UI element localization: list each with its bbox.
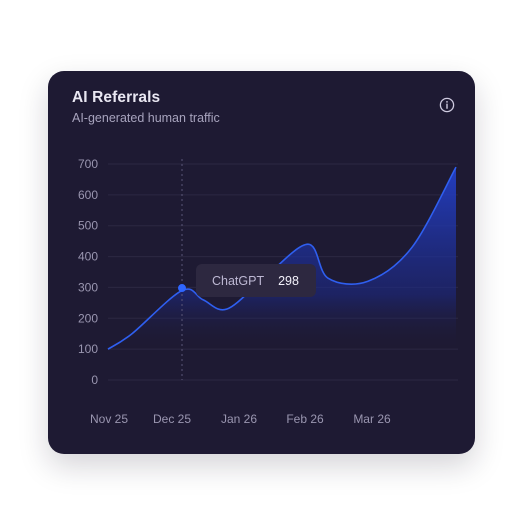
y-tick-label: 500 (78, 219, 98, 233)
x-tick-label: Mar 26 (353, 412, 391, 426)
ai-referrals-card: AI Referrals AI-generated human traffic … (48, 71, 475, 454)
y-tick-label: 400 (78, 250, 98, 264)
highlight-point[interactable] (178, 284, 186, 293)
card-subtitle: AI-generated human traffic (72, 111, 220, 125)
y-tick-label: 300 (78, 280, 98, 294)
y-tick-label: 700 (78, 157, 98, 171)
x-tick-label: Dec 25 (153, 412, 191, 426)
info-circle-icon[interactable] (439, 97, 455, 113)
tooltip-value: 298 (278, 273, 299, 288)
x-tick-label: Feb 26 (286, 412, 324, 426)
area-fill (108, 167, 456, 350)
y-tick-label: 200 (78, 311, 98, 325)
card-title: AI Referrals (72, 89, 161, 106)
chart-tooltip: ChatGPT 298 (196, 264, 316, 297)
y-tick-label: 0 (91, 373, 98, 387)
area-chart: 0 100 200 300 400 500 600 700 Nov 25 Dec 25 Jan 26… (78, 157, 458, 426)
y-tick-label: 100 (78, 342, 98, 356)
tooltip-series-name: ChatGPT (212, 273, 265, 288)
x-tick-label: Nov 25 (90, 412, 128, 426)
x-tick-label: Jan 26 (221, 412, 257, 426)
y-tick-label: 600 (78, 188, 98, 202)
